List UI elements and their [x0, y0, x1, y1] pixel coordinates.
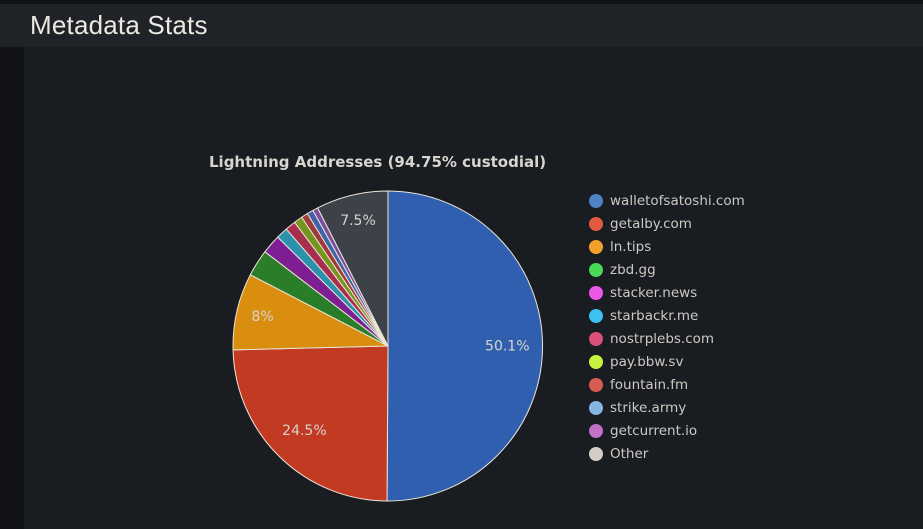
legend-item: fountain.fm — [589, 373, 745, 396]
legend-item: walletofsatoshi.com — [589, 189, 745, 212]
legend-item: starbackr.me — [589, 304, 745, 327]
legend-item: ln.tips — [589, 235, 745, 258]
legend-label: getcurrent.io — [610, 422, 698, 439]
legend-item: strike.army — [589, 396, 745, 419]
legend-dot-icon — [589, 262, 603, 277]
legend-label: pay.bbw.sv — [610, 353, 684, 370]
pie-slice-getalby.com — [232, 345, 389, 502]
legend-dot-icon — [589, 400, 603, 415]
legend-dot-icon — [589, 216, 603, 231]
legend-dot-icon — [589, 423, 603, 438]
content-panel: Lightning Addresses (94.75% custodial) 5… — [24, 47, 923, 529]
legend-label: stacker.news — [610, 284, 698, 301]
pie-label-getalby.com: 24.5% — [282, 423, 326, 439]
pie-label-ln.tips: 8% — [251, 309, 273, 325]
legend-item: pay.bbw.sv — [589, 350, 745, 373]
legend-label: ln.tips — [610, 238, 652, 255]
legend-dot-icon — [589, 193, 603, 208]
pie-chart: 50.1% 24.5% 8% 7.5% — [232, 190, 543, 502]
legend-dot-icon — [589, 239, 603, 254]
legend-label: getalby.com — [610, 215, 692, 232]
legend-item: getcurrent.io — [589, 419, 745, 442]
legend-label: starbackr.me — [610, 307, 699, 324]
legend-item: getalby.com — [589, 212, 745, 235]
legend-dot-icon — [589, 377, 603, 392]
legend-dot-icon — [589, 285, 603, 300]
legend-item: zbd.gg — [589, 258, 745, 281]
legend-dot-icon — [589, 354, 603, 369]
pie-label-Other: 7.5% — [340, 213, 376, 229]
app-header: Metadata Stats — [0, 4, 923, 47]
legend-item: nostrplebs.com — [589, 327, 745, 350]
chart-title: Lightning Addresses (94.75% custodial) — [209, 153, 547, 171]
pie-slice-Other — [317, 190, 389, 347]
legend-label: fountain.fm — [610, 376, 689, 393]
legend: walletofsatoshi.com getalby.com ln.tips zbd… — [589, 189, 745, 465]
legend-dot-icon — [589, 308, 603, 323]
legend-label: zbd.gg — [610, 261, 656, 278]
legend-label: nostrplebs.com — [610, 330, 715, 347]
legend-label: strike.army — [610, 399, 687, 416]
pie-slice-walletofsatoshi.com — [386, 190, 543, 502]
page-title: Metadata Stats — [30, 10, 208, 40]
legend-item: Other — [589, 442, 745, 465]
pie-label-walletofsatoshi.com: 50.1% — [485, 338, 529, 354]
legend-dot-icon — [589, 331, 603, 346]
legend-dot-icon — [589, 446, 603, 461]
legend-label: walletofsatoshi.com — [610, 192, 745, 209]
legend-item: stacker.news — [589, 281, 745, 304]
legend-label: Other — [610, 445, 649, 462]
